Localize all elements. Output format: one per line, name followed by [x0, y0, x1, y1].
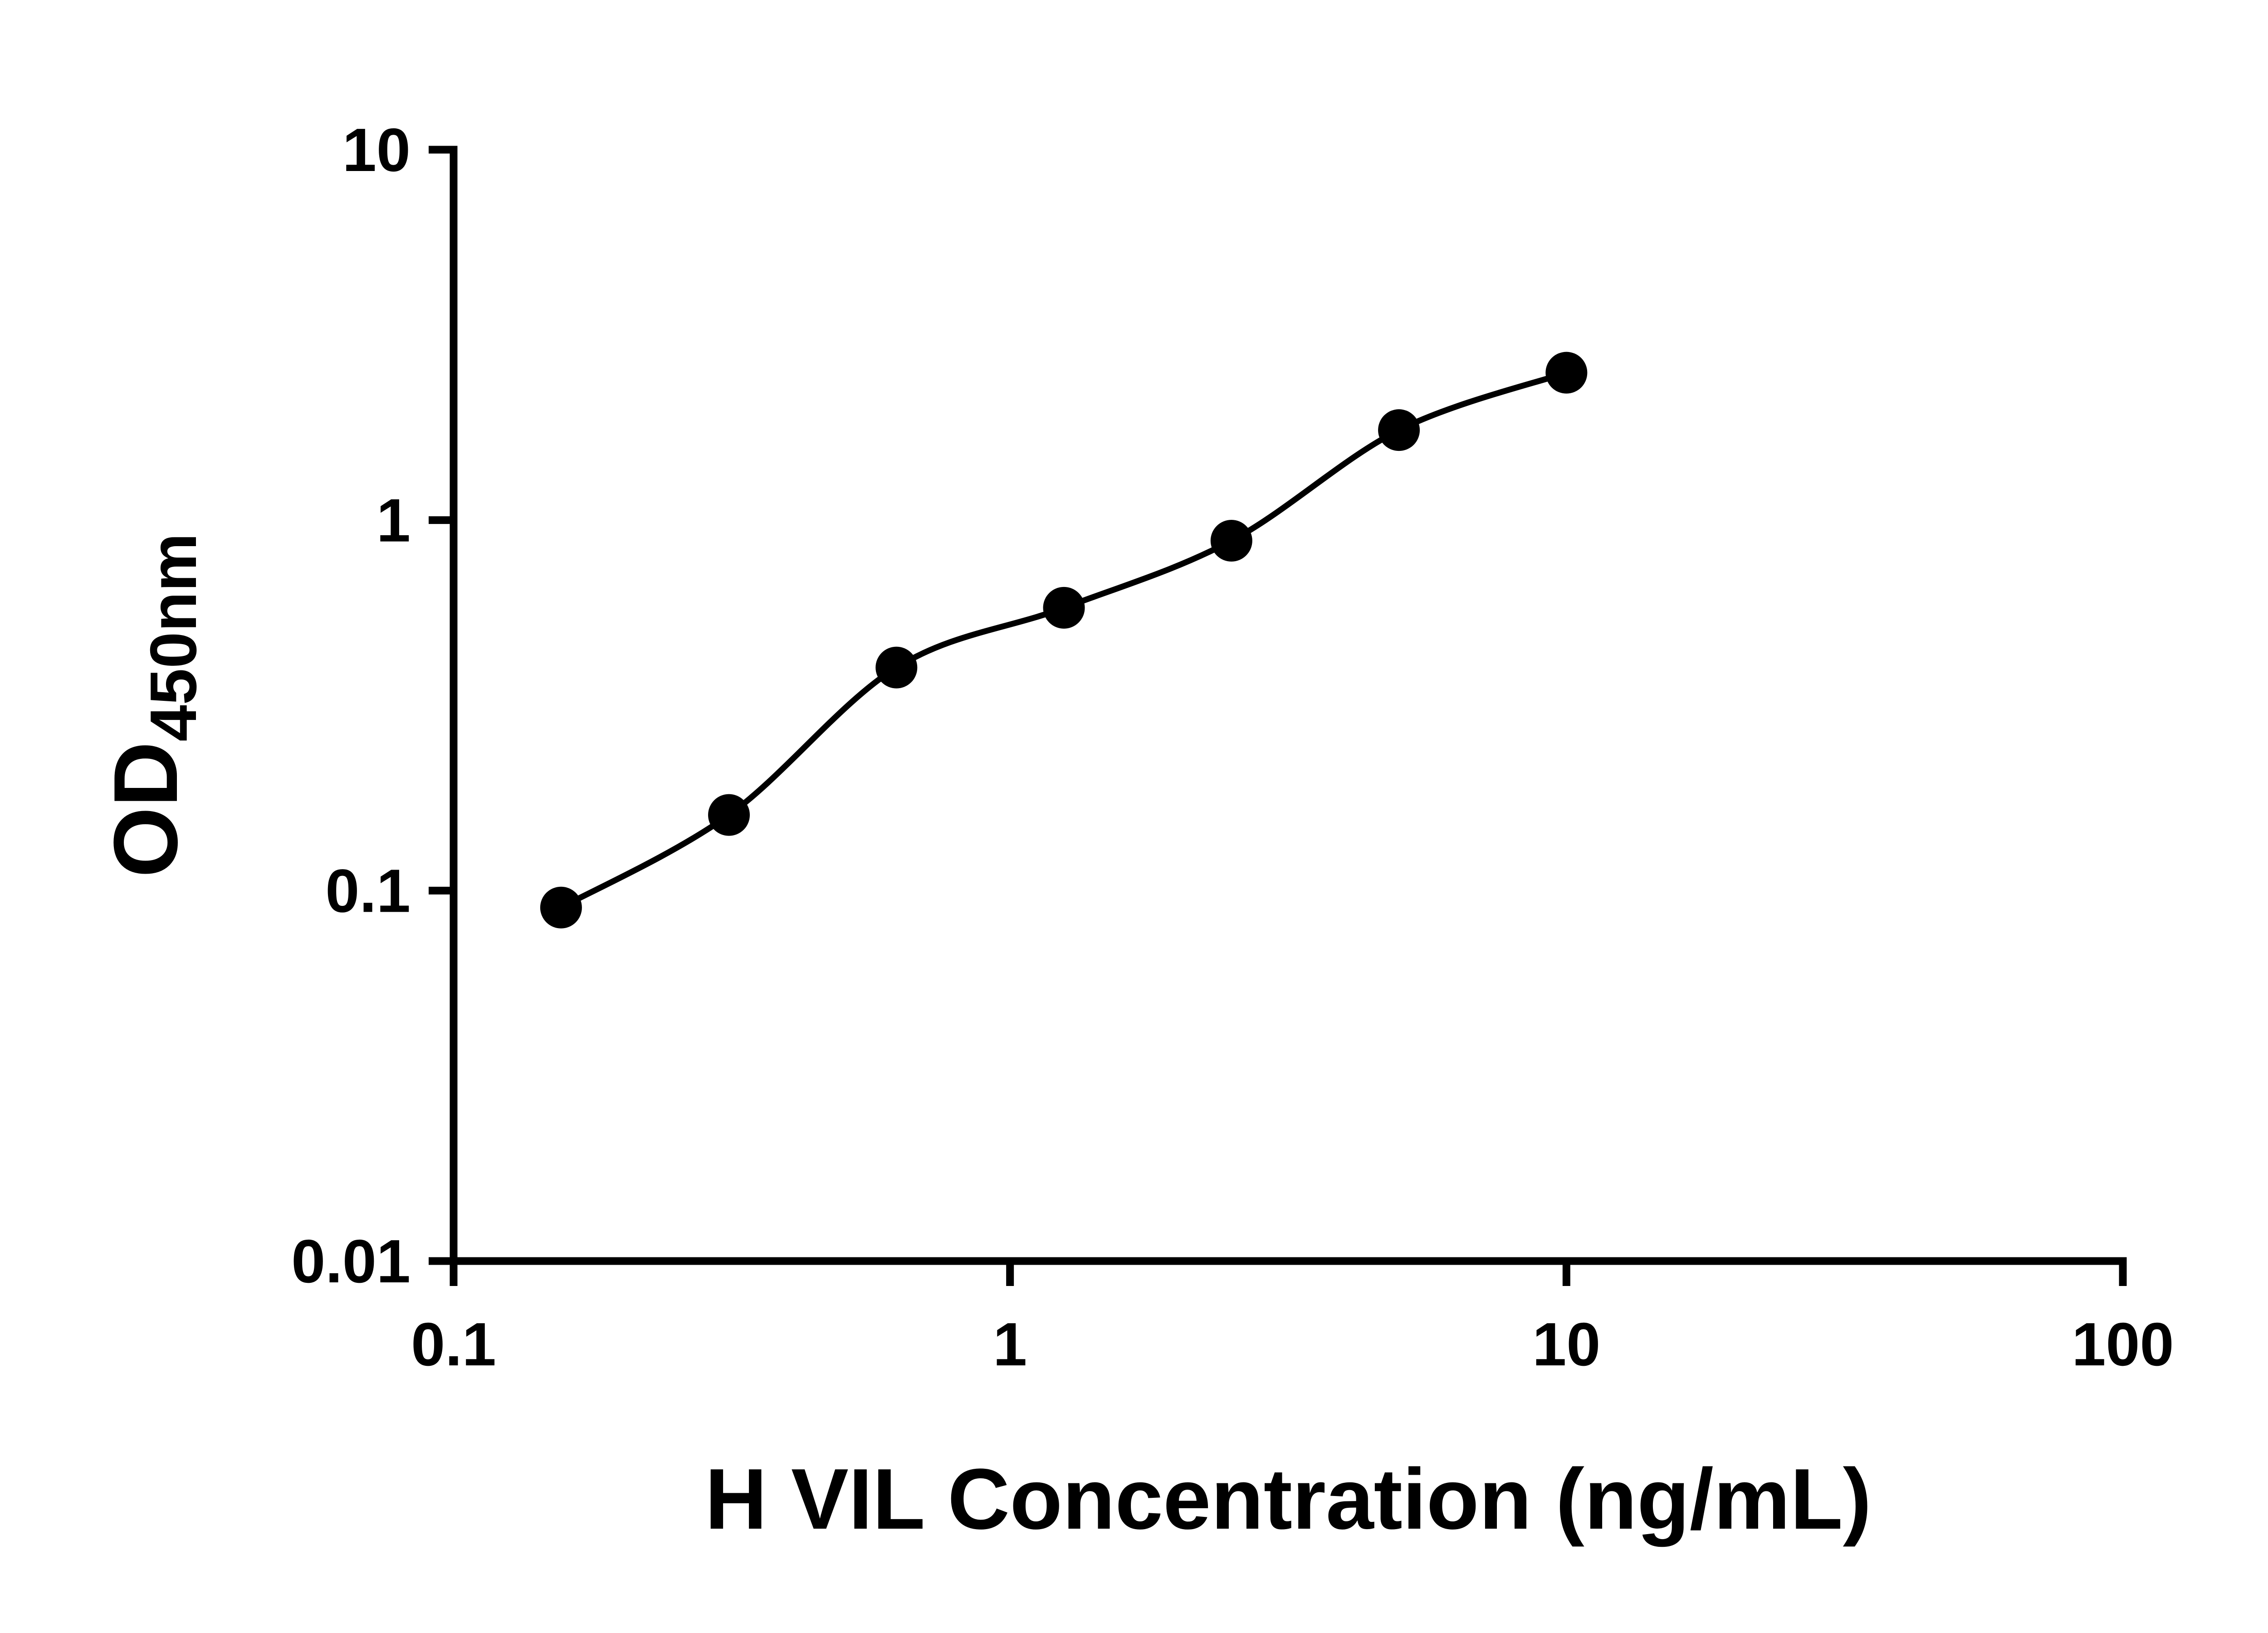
axes-frame	[450, 146, 2127, 1265]
y-axis-title: OD450nm	[95, 533, 210, 877]
data-point	[1210, 520, 1252, 562]
y-tick-label: 0.1	[325, 856, 411, 925]
fit-curve	[559, 370, 1568, 910]
y-tick-label: 0.01	[291, 1227, 411, 1296]
x-tick-label: 10	[1532, 1310, 1600, 1379]
y-axis-title-main: OD	[95, 742, 196, 878]
x-tick-label: 1	[993, 1310, 1027, 1379]
x-axis-title: H VIL Concentration (ng/mL)	[705, 1451, 1872, 1547]
y-tick-label: 10	[342, 116, 411, 184]
data-point	[1378, 409, 1420, 451]
y-axis-title-subscript: 450nm	[137, 533, 210, 741]
x-tick-label: 0.1	[411, 1310, 496, 1379]
y-tick-label: 1	[376, 486, 411, 555]
x-tick-label: 100	[2072, 1310, 2174, 1379]
data-point	[540, 886, 582, 929]
data-point	[1043, 587, 1085, 629]
data-point	[708, 794, 750, 836]
data-point	[875, 646, 918, 689]
data-point	[1545, 352, 1588, 394]
